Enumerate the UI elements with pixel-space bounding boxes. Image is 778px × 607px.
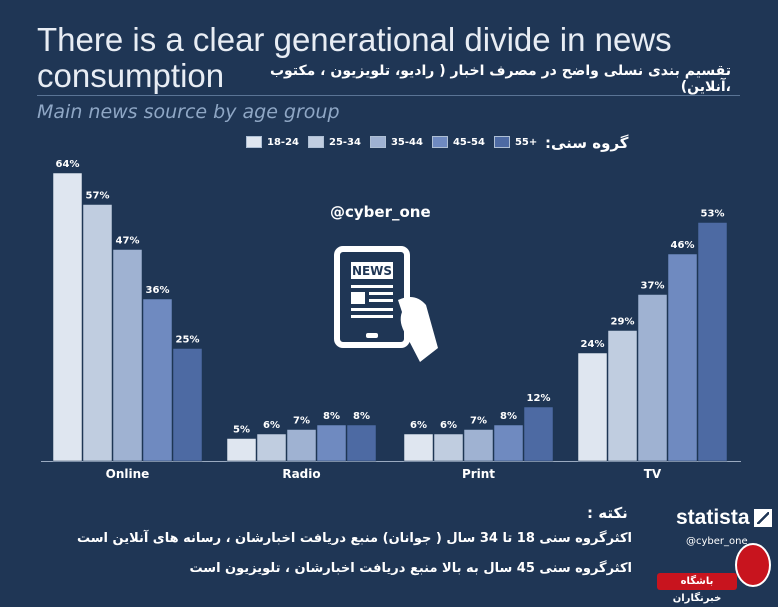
data-label: 8% xyxy=(353,411,370,422)
title-divider xyxy=(37,95,740,96)
news-tablet-icon: NEWS xyxy=(334,246,438,362)
footer-handle: @cyber_one xyxy=(686,536,748,547)
data-label: 46% xyxy=(671,240,695,251)
legend-item-35-44: 35-44 xyxy=(369,136,423,148)
bar-tv-45-54 xyxy=(667,253,698,462)
category-label-radio: Radio xyxy=(282,467,320,481)
bar-tv-25-34 xyxy=(607,330,638,462)
data-label: 24% xyxy=(581,339,605,350)
legend-label: 35-44 xyxy=(390,136,423,148)
data-label: 6% xyxy=(440,420,457,431)
data-label: 8% xyxy=(323,411,340,422)
bar-online-45-54 xyxy=(142,298,173,462)
bar-radio-18-24 xyxy=(226,438,257,462)
bar-online-35-44 xyxy=(112,249,143,462)
legend-label: 25-34 xyxy=(328,136,361,148)
data-label: 29% xyxy=(611,317,635,328)
bar-print-45-54 xyxy=(493,424,524,462)
bar-print-35-44 xyxy=(463,429,494,462)
bar-chart: 64% 57% 47% 36% 25% Online 5% 6% 7% 8% 8% Radio 6% 6%… xyxy=(41,159,741,481)
data-label: 53% xyxy=(701,209,725,220)
legend: 18-24 25-34 35-44 45-54 55+ xyxy=(246,136,537,148)
data-label: 37% xyxy=(641,281,665,292)
bar-radio-25-34 xyxy=(256,433,287,462)
bar-online-25-34 xyxy=(82,204,113,462)
data-label: 6% xyxy=(410,420,427,431)
data-label: 64% xyxy=(56,159,80,170)
data-label: 7% xyxy=(470,416,487,427)
data-label: 7% xyxy=(293,416,310,427)
legend-swatch xyxy=(493,136,510,148)
bar-radio-35-44 xyxy=(286,429,317,462)
statista-wordmark: statista xyxy=(676,506,750,529)
legend-swatch xyxy=(431,136,448,148)
data-label: 36% xyxy=(146,285,170,296)
data-label: 8% xyxy=(500,411,517,422)
category-label-online: Online xyxy=(106,467,150,481)
note-line-1: اکثرگروه سنی 18 تا 34 سال ( جوانان) منبع… xyxy=(76,531,632,546)
bar-print-18-24 xyxy=(403,433,434,462)
note-title: نکته : xyxy=(587,504,628,522)
chart-title-persian: تقسیم بندی نسلی واضح در مصرف اخبار ( راد… xyxy=(269,63,731,95)
bar-tv-18-24 xyxy=(577,352,608,462)
statista-icon xyxy=(753,509,772,527)
legend-label: 18-24 xyxy=(267,136,299,148)
data-label: 5% xyxy=(233,425,250,436)
bars-group: 64% 57% 47% 36% 25% Online 5% 6% 7% 8% 8% Radio 6% 6%… xyxy=(41,159,741,481)
bar-radio-45-54 xyxy=(316,424,347,462)
watermark-handle: @cyber_one xyxy=(330,203,431,221)
statista-logo: statista xyxy=(676,506,772,530)
agency-logo-icon xyxy=(735,543,771,587)
bar-tv-55plus xyxy=(697,222,728,462)
legend-item-55-plus: 55+ xyxy=(493,136,538,148)
legend-swatch xyxy=(369,136,386,148)
bar-tv-35-44 xyxy=(637,294,668,462)
bar-online-55plus xyxy=(172,348,203,462)
bar-online-18-24 xyxy=(52,172,83,462)
agency-badge: باشگاه خبرنگاران xyxy=(657,573,737,604)
bar-radio-55plus xyxy=(346,424,377,462)
bar-print-55plus xyxy=(523,406,554,462)
data-label: 47% xyxy=(116,236,140,247)
note-line-2: اکثرگروه سنی 45 سال به بالا منبع دریافت … xyxy=(189,561,632,576)
category-label-tv: TV xyxy=(644,467,662,481)
legend-swatch xyxy=(246,136,262,148)
data-label: 57% xyxy=(86,191,110,202)
legend-item-25-34: 25-34 xyxy=(307,136,361,148)
category-label-print: Print xyxy=(462,467,495,481)
legend-item-45-54: 45-54 xyxy=(431,136,485,148)
data-label: 6% xyxy=(263,420,280,431)
chart-title: There is a clear generational divide in … xyxy=(37,21,672,94)
legend-label: 45-54 xyxy=(452,136,485,148)
legend-item-18-24: 18-24 xyxy=(246,136,299,148)
svg-text:NEWS: NEWS xyxy=(352,264,392,278)
data-label: 12% xyxy=(527,393,551,404)
legend-label: 55+ xyxy=(514,136,538,148)
data-label: 25% xyxy=(176,335,200,346)
legend-title: گروه سنی: xyxy=(545,134,629,152)
legend-swatch xyxy=(307,136,324,148)
bar-print-25-34 xyxy=(433,433,464,462)
chart-subtitle: Main news source by age group xyxy=(37,101,340,123)
